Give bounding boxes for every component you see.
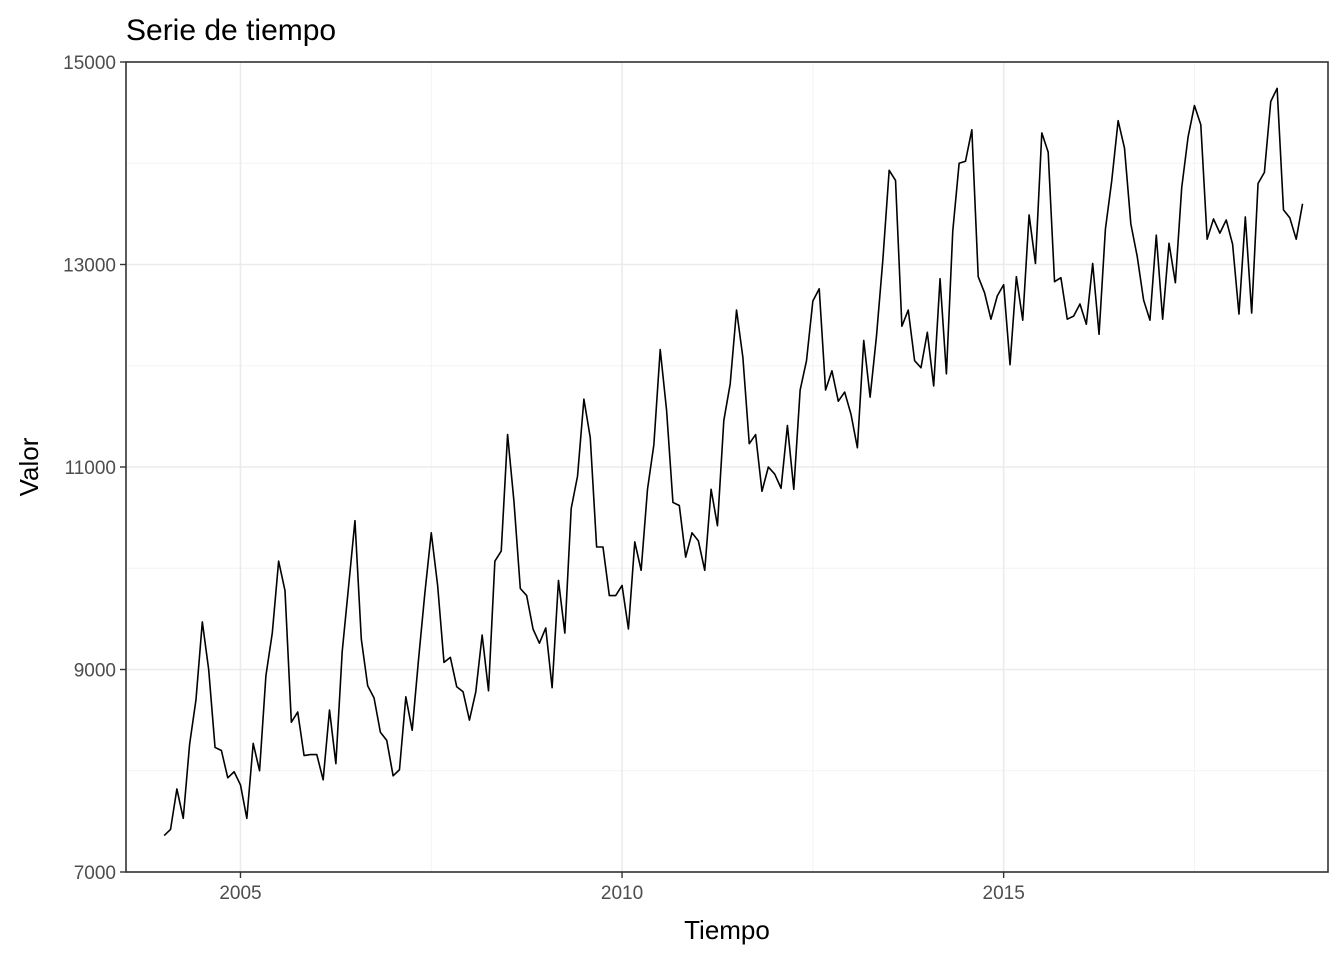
chart-title: Serie de tiempo <box>126 14 336 47</box>
axes: 7000 9000 11000 13000 15000 2005 2010 2015 <box>63 53 1025 904</box>
y-tick-label: 15000 <box>63 53 116 74</box>
y-tick-label: 9000 <box>74 661 116 682</box>
y-tick-label: 7000 <box>74 863 116 884</box>
series-line <box>163 87 1304 837</box>
x-tick-label: 2005 <box>219 883 261 904</box>
x-axis-title: Tiempo <box>684 915 770 945</box>
grid <box>126 61 1328 873</box>
y-tick-label: 11000 <box>65 458 116 479</box>
y-tick-label: 13000 <box>63 256 116 277</box>
y-axis-title: Valor <box>14 437 44 496</box>
x-tick-label: 2010 <box>601 883 643 904</box>
x-tick-label: 2015 <box>983 883 1025 904</box>
